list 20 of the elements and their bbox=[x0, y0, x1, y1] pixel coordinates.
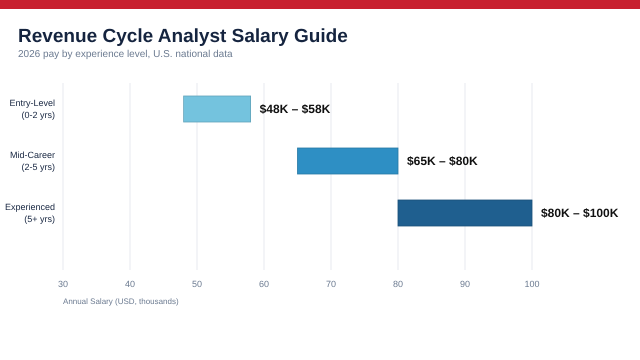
bar bbox=[183, 96, 251, 122]
x-tick-label: 50 bbox=[192, 279, 202, 289]
x-tick-label: 100 bbox=[524, 279, 540, 289]
x-tick-label: 80 bbox=[392, 279, 404, 289]
bar bbox=[398, 200, 532, 226]
annotation: $65K – $80K bbox=[407, 154, 478, 168]
x-tick-label: 90 bbox=[460, 279, 470, 289]
y-tick-label: Entry-Level (0-2 yrs) bbox=[9, 98, 55, 120]
chart-subtitle: 2026 pay by experience level, U.S. national data bbox=[18, 49, 234, 60]
annotation: $80K – $100K bbox=[541, 206, 619, 220]
chart-title: Revenue Cycle Analyst Salary Guide bbox=[18, 26, 348, 47]
x-axis-title: Annual Salary (USD, thousands) bbox=[63, 297, 179, 306]
x-tick-label: 60 bbox=[258, 279, 270, 289]
x-tick-label: 40 bbox=[124, 279, 136, 289]
bar bbox=[297, 148, 398, 174]
x-tick-label: 70 bbox=[326, 279, 336, 289]
x-tick-label: 30 bbox=[58, 279, 68, 289]
y-tick-label: Mid-Career (2-5 yrs) bbox=[10, 150, 55, 172]
annotation: $48K – $58K bbox=[260, 102, 331, 116]
y-tick-label: Experienced (5+ yrs) bbox=[4, 202, 55, 224]
